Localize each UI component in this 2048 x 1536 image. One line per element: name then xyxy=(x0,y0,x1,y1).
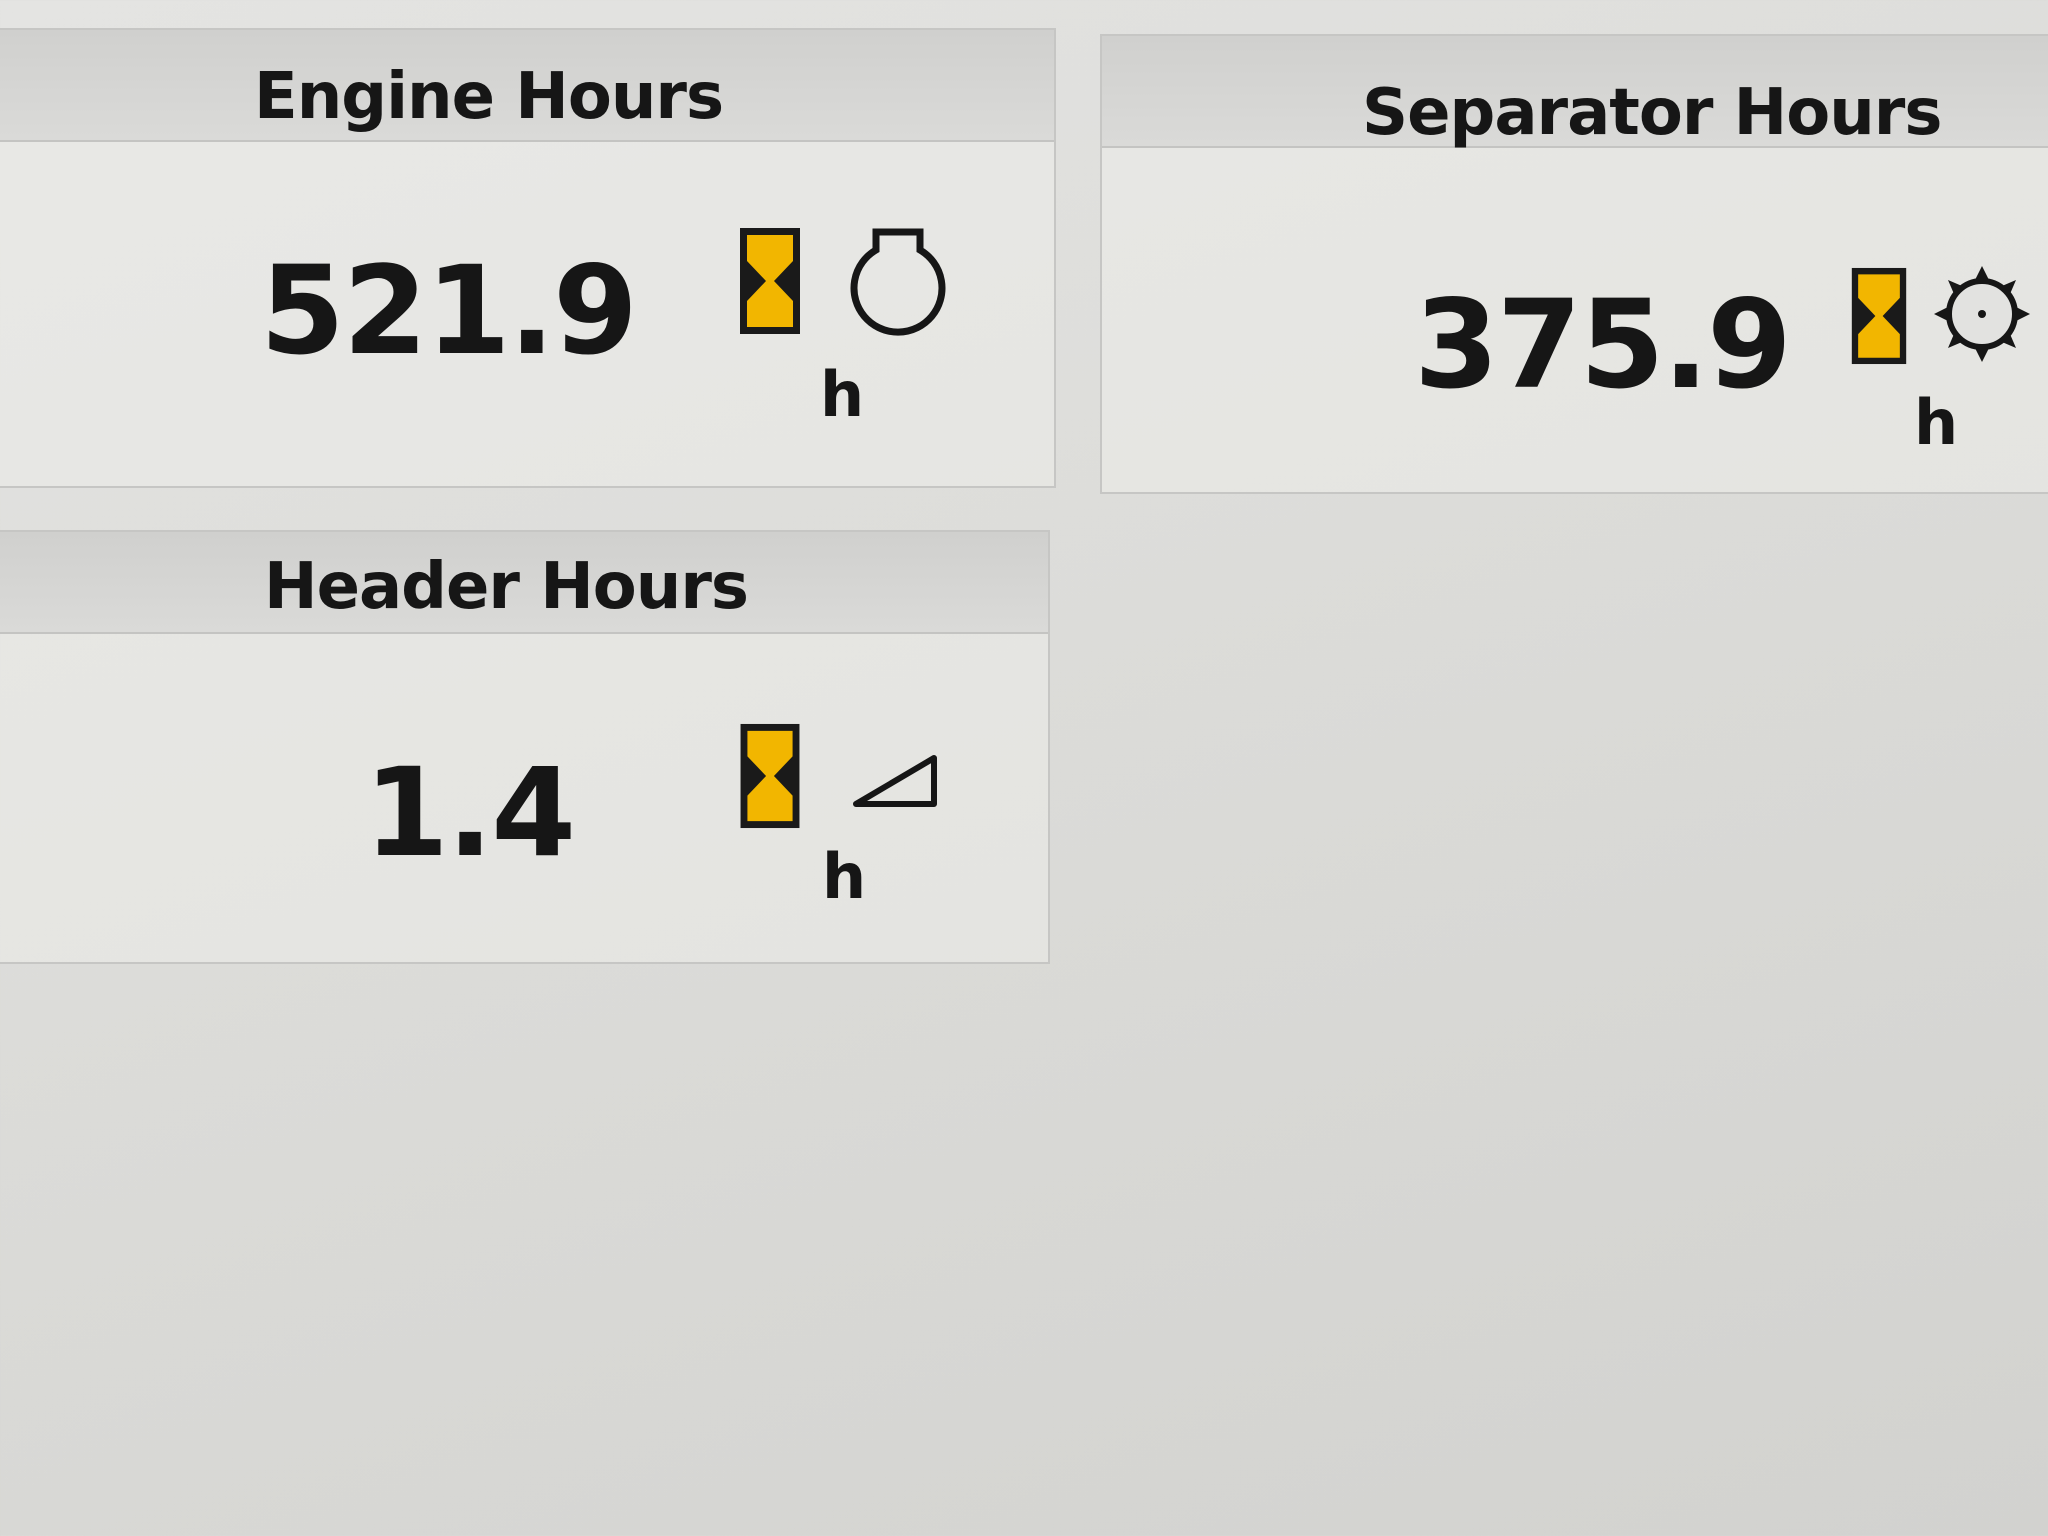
engine-hours-value: 521.9 xyxy=(260,240,638,382)
header-hours-panel: Header Hours 1.4 h xyxy=(0,530,1050,964)
engine-hours-panel: Engine Hours 521.9 h xyxy=(0,28,1056,488)
header-hours-title: Header Hours xyxy=(264,550,749,624)
hourglass-icon xyxy=(740,228,800,334)
engine-hours-title: Engine Hours xyxy=(254,60,724,134)
separator-hours-unit: h xyxy=(1914,386,1959,459)
engine-hours-unit: h xyxy=(820,358,865,431)
separator-hours-panel: Separator Hours 375.9 h xyxy=(1100,34,2048,494)
header-hours-unit: h xyxy=(822,840,867,913)
separator-hours-title: Separator Hours xyxy=(1362,76,1942,150)
separator-hours-value: 375.9 xyxy=(1414,274,1792,416)
hourglass-icon xyxy=(740,723,800,829)
header-hours-value: 1.4 xyxy=(364,742,576,884)
separator-rotor-icon xyxy=(1934,266,2030,362)
engine-icon xyxy=(850,228,946,336)
header-icon xyxy=(853,755,937,807)
hourglass-icon xyxy=(1851,267,1907,365)
